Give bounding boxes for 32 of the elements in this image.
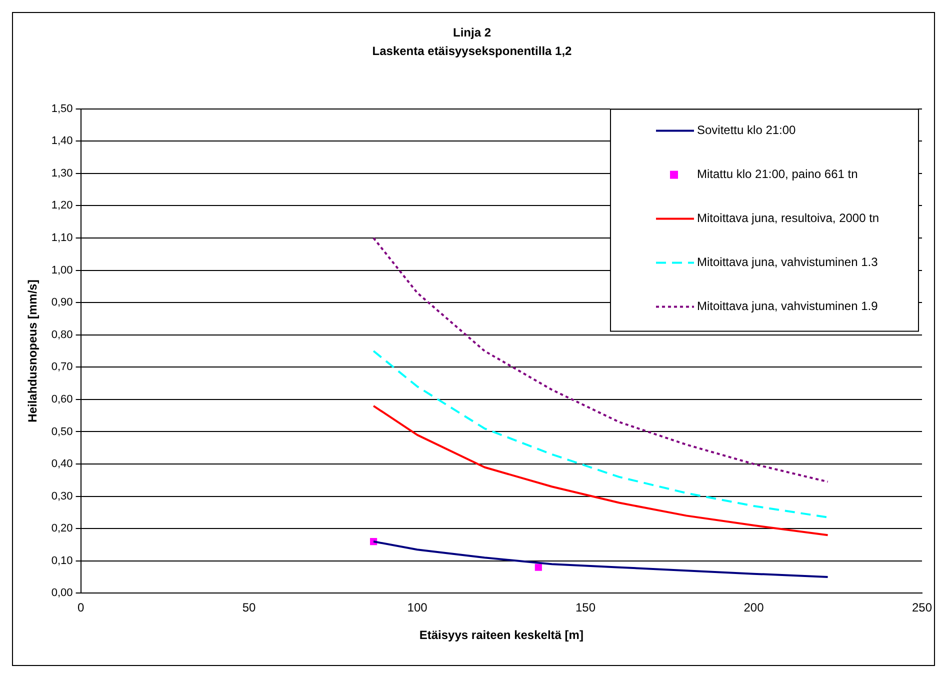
- y-tick-label: 1,10: [51, 232, 73, 244]
- legend-label: Mitattu klo 21:00, paino 661 tn: [697, 167, 858, 182]
- y-tick-label: 1,00: [51, 264, 73, 276]
- legend-label: Mitoittava juna, vahvistuminen 1.3: [697, 255, 878, 270]
- legend-label: Mitoittava juna, vahvistuminen 1.9: [697, 299, 878, 314]
- y-tick-label: 0,10: [51, 554, 73, 567]
- x-tick-label: 150: [576, 600, 596, 615]
- chart-subtitle: Laskenta etäisyyseksponentilla 1,2: [372, 44, 572, 58]
- x-tick-label: 50: [242, 600, 256, 615]
- y-tick-label: 1,50: [51, 102, 73, 115]
- y-tick-label: 0,20: [51, 522, 73, 535]
- line-series: [372, 350, 829, 518]
- y-tick-label: 0,70: [51, 361, 73, 374]
- x-tick-label: 0: [77, 600, 84, 615]
- y-tick-label: 1,40: [51, 135, 73, 148]
- x-tick-label: 100: [407, 600, 428, 615]
- x-tick-label: 250: [912, 600, 932, 615]
- y-tick-label: 0,00: [51, 587, 73, 600]
- y-tick-label: 0,50: [51, 426, 73, 438]
- y-tick-label: 0,30: [51, 490, 73, 502]
- y-tick-label: 1,20: [51, 200, 73, 212]
- y-axis-title: Heilahdusnopeus [mm/s]: [26, 280, 40, 422]
- y-tick-label: 0,40: [51, 458, 73, 470]
- chart-title: Linja 2: [452, 26, 492, 40]
- legend-label: Mitoittava juna, resultoiva, 2000 tn: [697, 211, 880, 226]
- x-axis-title: Etäisyys raiteen keskeltä [m]: [419, 628, 584, 642]
- y-tick-label: 0,90: [51, 296, 73, 309]
- y-tick-label: 1,30: [51, 167, 73, 180]
- y-tick-label: 0,60: [51, 393, 73, 406]
- y-tick-label: 0,80: [51, 328, 73, 341]
- legend-label: Sovitettu klo 21:00: [697, 123, 796, 138]
- x-tick-label: 200: [744, 600, 764, 615]
